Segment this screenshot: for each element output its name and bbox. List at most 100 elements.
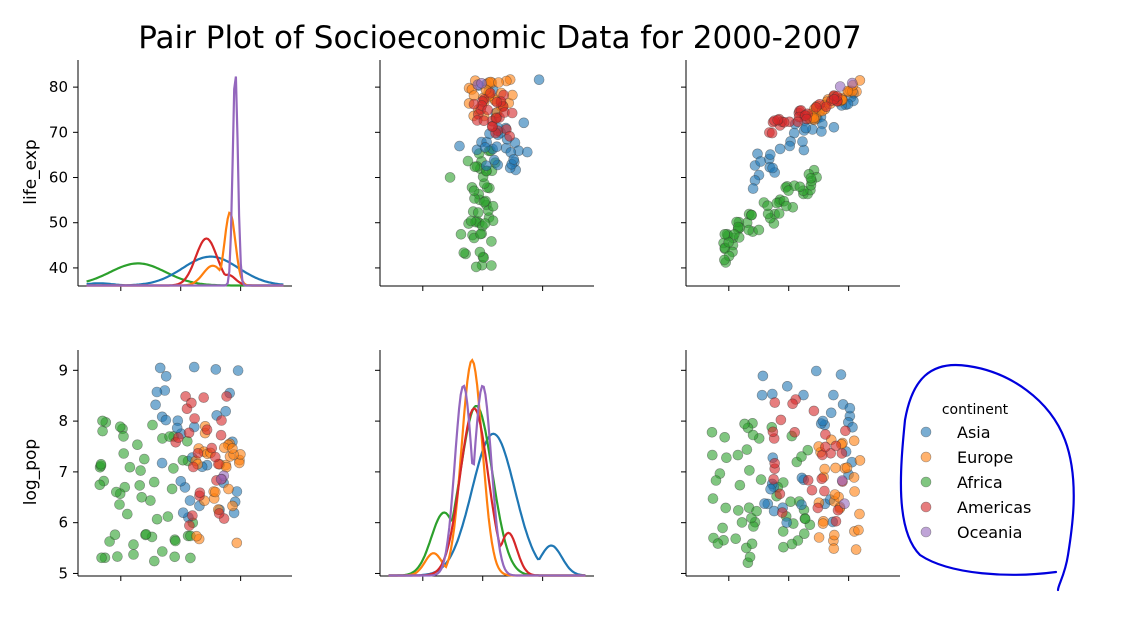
scatter-point-africa: [741, 444, 753, 455]
scatter-point-asia: [508, 154, 520, 165]
scatter-point-europe: [849, 486, 860, 497]
panel-1-2: [681, 350, 900, 581]
scatter-point-africa: [122, 508, 133, 520]
scatter-point-oceania: [839, 498, 850, 510]
scatter-point-africa: [747, 429, 759, 441]
scatter-point-africa: [707, 493, 719, 504]
scatter-point-asia: [797, 136, 808, 147]
scatter-point-americas: [206, 442, 218, 454]
kde-line-oceania: [388, 384, 586, 577]
scatter-point-europe: [819, 463, 831, 475]
scatter-point-africa: [721, 452, 732, 464]
scatter-point-americas: [215, 429, 227, 441]
scatter-point-africa: [736, 517, 748, 528]
scatter-point-africa: [487, 200, 499, 212]
scatter-point-americas: [491, 96, 503, 108]
scatter-point-asia: [774, 143, 786, 155]
scatter-point-americas: [828, 94, 840, 105]
scatter-point-africa: [470, 261, 482, 273]
scatter-point-africa: [798, 528, 810, 540]
scatter-point-africa: [455, 229, 467, 240]
scatter-point-asia: [757, 370, 769, 382]
y-tick-label: 70: [49, 123, 68, 141]
hand-drawn-annotation-circle: [899, 363, 1075, 592]
scatter-point-americas: [186, 397, 197, 409]
scatter-point-americas: [836, 448, 848, 459]
scatter-point-africa: [95, 458, 107, 470]
scatter-point-africa: [474, 246, 486, 258]
scatter-point-africa: [468, 185, 480, 197]
scatter-point-africa: [734, 479, 746, 491]
scatter-point-americas: [775, 414, 787, 426]
scatter-point-africa: [755, 474, 767, 485]
scatter-point-africa: [118, 448, 129, 459]
scatter-point-africa: [151, 513, 163, 525]
scatter-point-europe: [231, 537, 243, 549]
scatter-point-asia: [817, 415, 829, 427]
scatter-point-africa: [719, 229, 731, 240]
scatter-point-africa: [469, 161, 481, 173]
scatter-point-americas: [173, 432, 184, 443]
kde-line-oceania: [86, 76, 284, 287]
scatter-point-americas: [832, 504, 844, 516]
scatter-point-americas: [210, 451, 221, 463]
scatter-point-africa: [475, 228, 486, 240]
scatter-point-europe: [817, 518, 829, 529]
scatter-point-asia: [828, 389, 839, 401]
scatter-point-africa: [147, 419, 158, 431]
scatter-point-africa: [128, 549, 139, 560]
scatter-point-africa: [148, 476, 160, 488]
legend-label-africa: Africa: [957, 473, 1003, 492]
scatter-point-asia: [755, 156, 766, 167]
scatter-point-africa: [111, 486, 122, 498]
scatter-point-africa: [486, 236, 497, 247]
scatter-point-europe: [854, 455, 866, 466]
scatter-point-americas: [194, 487, 206, 499]
scatter-point-africa: [139, 453, 150, 465]
legend-label-asia: Asia: [957, 423, 991, 442]
scatter-point-europe: [830, 462, 841, 474]
panel-0-1: [375, 60, 594, 291]
scatter-point-africa: [743, 224, 755, 236]
scatter-point-europe: [848, 472, 860, 483]
scatter-point-asia: [781, 380, 793, 392]
scatter-point-africa: [462, 155, 474, 167]
scatter-point-africa: [794, 181, 806, 193]
y-tick-label: 7: [58, 463, 68, 481]
scatter-point-asia: [160, 414, 172, 426]
scatter-point-americas: [820, 441, 831, 453]
scatter-point-asia: [175, 475, 187, 487]
scatter-point-asia: [454, 140, 465, 152]
scatter-point-africa: [478, 196, 490, 208]
scatter-point-asia: [150, 399, 161, 411]
scatter-point-asia: [488, 154, 500, 166]
scatter-point-europe: [841, 462, 853, 474]
scatter-point-africa: [719, 254, 730, 266]
scatter-point-africa: [799, 513, 811, 525]
scatter-point-africa: [169, 551, 180, 563]
panel-grid: 40 50 60 70 80 5 6 7 8 9: [49, 60, 900, 582]
scatter-point-africa: [732, 505, 744, 516]
scatter-point-americas: [769, 397, 781, 408]
scatter-point-africa: [94, 479, 106, 491]
scatter-point-africa: [746, 538, 758, 550]
scatter-point-europe: [191, 530, 202, 542]
scatter-point-africa: [746, 209, 757, 221]
scatter-point-americas: [840, 425, 851, 437]
scatter-point-americas: [789, 426, 801, 438]
scatter-point-americas: [504, 131, 516, 142]
scatter-point-asia: [154, 362, 166, 374]
scatter-point-americas: [221, 391, 232, 402]
scatter-point-americas: [485, 87, 496, 99]
scatter-point-asia: [177, 507, 189, 519]
scatter-point-africa: [124, 461, 136, 473]
scatter-point-africa: [796, 451, 807, 462]
scatter-point-africa: [783, 185, 794, 196]
scatter-point-americas: [506, 107, 518, 119]
scatter-point-europe: [223, 483, 234, 495]
scatter-point-americas: [482, 104, 494, 116]
scatter-point-africa: [805, 172, 817, 184]
scatter-point-americas: [184, 520, 195, 531]
scatter-point-asia: [479, 142, 491, 153]
scatter-point-africa: [720, 502, 732, 514]
